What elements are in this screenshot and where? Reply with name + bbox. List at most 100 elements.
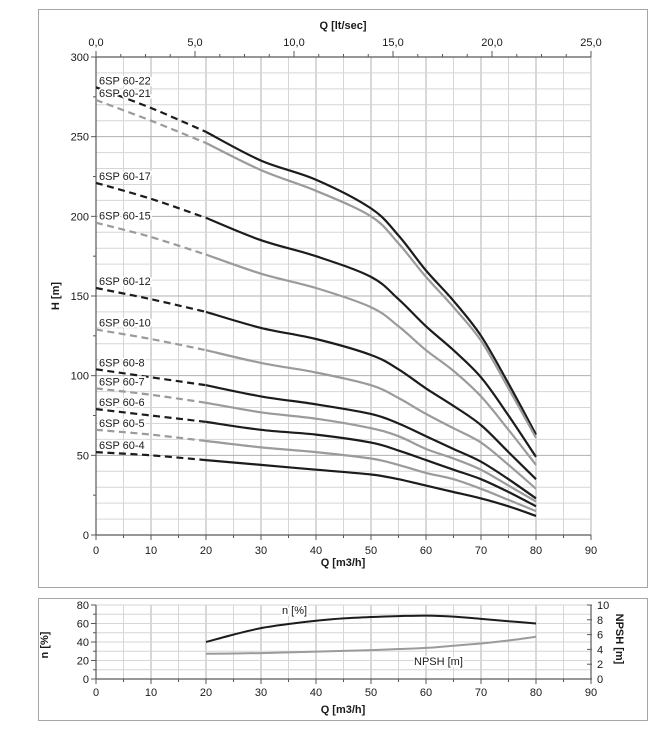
y-tick-label: 0: [83, 530, 89, 542]
bottom-axis-title: Q [m3/h]: [321, 557, 366, 569]
npsh-axis-title: NPSH [m]: [613, 614, 625, 665]
eff-tick-label: 0: [83, 674, 89, 686]
head-capacity-chart: 0,0 5,0 10,0 15,0 20,0 25,0 0 10 20 30 40 50 60 70 80 9…: [50, 20, 602, 569]
x-tick-label: 80: [530, 687, 542, 699]
eff-tick-label: 40: [77, 637, 89, 649]
curve-dashed-6sp-60-10: [95, 328, 207, 352]
curve-dashed-6sp-60-8: [95, 368, 207, 387]
x-tick-label: 20: [200, 687, 212, 699]
x-tick-label: 50: [365, 545, 377, 557]
x-tick-label: 60: [420, 687, 432, 699]
curve-dashed-6sp-60-17: [95, 181, 207, 219]
head-capacity-chart-panel: 0,0 5,0 10,0 15,0 20,0 25,0 0 10 20 30 40 50 60 70 80 9…: [38, 9, 648, 588]
top-tick-label: 0,0: [88, 37, 103, 49]
head-axis-title: H [m]: [50, 282, 62, 310]
curve-6sp-60-6: [205, 420, 537, 508]
main-chart-axes: [91, 51, 592, 540]
curve-label-6sp-60-6: 6SP 60-6: [99, 397, 145, 409]
curve-6sp-60-4: [205, 459, 537, 517]
x-tick-label: 50: [365, 687, 377, 699]
x-tick-label: 0: [93, 545, 99, 557]
x-tick-label: 20: [200, 545, 212, 557]
curve-label-6sp-60-22: 6SP 60-22: [99, 75, 151, 87]
curve-dashed-6sp-60-7: [95, 387, 207, 404]
curve-label-6sp-60-12: 6SP 60-12: [99, 276, 151, 288]
eff-tick-label: 80: [77, 600, 89, 612]
top-axis-title: Q [lt/sec]: [319, 20, 366, 32]
x-tick-label: 10: [145, 687, 157, 699]
npsh-tick-label: 8: [597, 615, 603, 627]
y-tick-label: 250: [71, 132, 89, 144]
curve-dashed-6sp-60-12: [95, 286, 207, 313]
curve-6sp-60-15: [205, 253, 537, 466]
efficiency-curve-label: n [%]: [282, 605, 307, 617]
curve-6sp-60-12: [205, 310, 537, 480]
x-tick-label: 40: [310, 687, 322, 699]
curve-label-6sp-60-10: 6SP 60-10: [99, 317, 151, 329]
curve-dashed-6sp-60-5: [95, 428, 207, 443]
y-tick-label: 200: [71, 211, 89, 223]
eff-tick-label: 60: [77, 619, 89, 631]
top-tick-label: 10,0: [283, 37, 304, 49]
npsh-curve: [205, 635, 537, 655]
x-tick-label: 90: [585, 687, 597, 699]
curve-dashed-6sp-60-6: [95, 408, 207, 423]
curve-6sp-60-10: [205, 349, 537, 490]
eff-x-axis-title: Q [m3/h]: [321, 704, 366, 716]
top-tick-label: 25,0: [580, 37, 601, 49]
x-tick-label: 30: [255, 545, 267, 557]
main-chart-tick-labels: 0,0 5,0 10,0 15,0 20,0 25,0 0 10 20 30 40 50 60 70 80 9…: [71, 37, 602, 557]
x-tick-label: 10: [145, 545, 157, 557]
npsh-curve-label: NPSH [m]: [414, 656, 463, 668]
curve-label-6sp-60-17: 6SP 60-17: [99, 171, 151, 183]
x-tick-label: 40: [310, 545, 322, 557]
efficiency-npsh-chart-panel: 0 10 20 30 40 50 60 70 80 90 0 20 40 60 80 0 2 4 6 8 10 n [%…: [38, 598, 648, 721]
eff-npsh-curve-labels: n [%] NPSH [m]: [280, 603, 464, 670]
npsh-tick-label: 0: [597, 674, 603, 686]
eff-chart-axes: [91, 604, 592, 684]
x-tick-label: 60: [420, 545, 432, 557]
efficiency-curve: [205, 614, 537, 643]
y-tick-label: 50: [77, 450, 89, 462]
eff-npsh-curves: [205, 614, 537, 655]
curve-6sp-60-7: [205, 401, 537, 503]
curve-dashed-6sp-60-22: [95, 86, 207, 133]
npsh-tick-label: 6: [597, 630, 603, 642]
curve-label-6sp-60-15: 6SP 60-15: [99, 211, 151, 223]
x-tick-label: 90: [585, 545, 597, 557]
top-tick-label: 15,0: [382, 37, 403, 49]
eff-chart-grid: [96, 604, 591, 679]
x-tick-label: 70: [475, 687, 487, 699]
npsh-tick-label: 4: [597, 644, 603, 656]
curve-6sp-60-22: [205, 130, 537, 436]
curve-6sp-60-5: [205, 439, 537, 513]
top-tick-label: 5,0: [187, 37, 202, 49]
curve-dashed-6sp-60-15: [95, 221, 207, 256]
npsh-tick-label: 2: [597, 659, 603, 671]
x-tick-label: 80: [530, 545, 542, 557]
y-tick-label: 300: [71, 52, 89, 64]
y-tick-label: 100: [71, 371, 89, 383]
x-tick-label: 0: [93, 687, 99, 699]
y-tick-label: 150: [71, 291, 89, 303]
x-tick-label: 30: [255, 687, 267, 699]
curve-dashed-6sp-60-4: [95, 451, 207, 462]
efficiency-axis-title: n [%]: [39, 631, 51, 658]
curve-label-6sp-60-4: 6SP 60-4: [99, 440, 145, 452]
x-tick-label: 70: [475, 545, 487, 557]
curve-6sp-60-8: [205, 384, 537, 500]
curve-label-6sp-60-21: 6SP 60-21: [99, 88, 151, 100]
top-tick-label: 20,0: [481, 37, 502, 49]
curve-label-6sp-60-5: 6SP 60-5: [99, 418, 145, 430]
curve-label-6sp-60-7: 6SP 60-7: [99, 376, 145, 388]
curve-6sp-60-17: [205, 216, 537, 458]
curve-dashed-6sp-60-21: [95, 98, 207, 145]
npsh-tick-label: 10: [597, 600, 609, 612]
eff-tick-label: 20: [77, 656, 89, 668]
curve-6sp-60-21: [205, 142, 537, 439]
curve-label-6sp-60-8: 6SP 60-8: [99, 357, 145, 369]
